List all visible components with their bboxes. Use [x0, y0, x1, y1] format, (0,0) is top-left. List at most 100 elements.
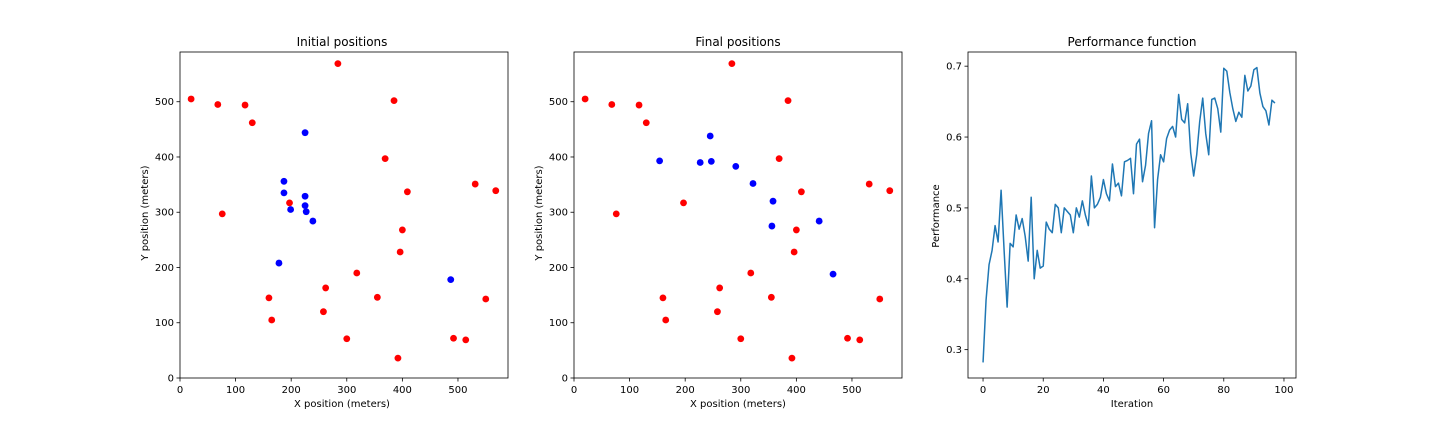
y-tick-label: 0.6 — [946, 133, 962, 144]
data-point — [343, 335, 351, 343]
data-point — [662, 316, 670, 324]
data-point — [187, 95, 195, 103]
x-tick-label: 0 — [980, 385, 986, 396]
data-point — [286, 199, 293, 207]
data-point — [462, 336, 470, 344]
data-point — [398, 226, 406, 234]
data-point — [302, 208, 310, 216]
plot-frame — [179, 51, 509, 379]
x-tick-label: 100 — [1274, 385, 1293, 396]
chart-title: Performance function — [1068, 35, 1197, 49]
data-point — [287, 206, 295, 213]
data-point — [642, 119, 650, 127]
data-point — [714, 308, 721, 316]
chart-title: Final positions — [695, 35, 780, 49]
data-point — [581, 95, 589, 103]
data-point — [728, 60, 736, 68]
plot-frame — [967, 51, 1297, 379]
y-tick-label: 500 — [549, 97, 568, 108]
data-point — [396, 248, 404, 256]
y-tick-label: 300 — [155, 208, 174, 219]
performance-function-panel: Performance function Iteration Performan… — [931, 35, 1297, 410]
data-point — [707, 158, 715, 165]
data-point — [403, 188, 411, 196]
data-point — [749, 180, 757, 187]
data-point — [856, 336, 864, 344]
data-point — [815, 217, 823, 225]
data-point — [301, 129, 309, 137]
data-point — [790, 248, 798, 256]
data-point — [656, 157, 664, 165]
data-point — [320, 308, 327, 316]
data-point — [381, 155, 389, 163]
y-tick-label: 400 — [549, 152, 568, 163]
data-point — [280, 177, 288, 185]
data-point — [373, 293, 381, 301]
data-point — [792, 226, 800, 234]
y-tick-label: 400 — [155, 152, 174, 163]
y-tick-label: 0.4 — [946, 274, 962, 285]
y-tick-label: 0 — [562, 374, 568, 385]
data-point — [280, 189, 288, 197]
data-point — [876, 295, 884, 303]
x-tick-label: 20 — [1037, 385, 1050, 396]
data-point — [334, 60, 342, 68]
data-point — [732, 162, 740, 170]
x-tick-label: 40 — [1097, 385, 1110, 396]
data-point — [775, 155, 783, 163]
y-tick-label: 200 — [549, 263, 568, 274]
x-tick-label: 500 — [842, 385, 861, 396]
data-point — [301, 192, 309, 200]
x-tick-label: 0 — [177, 385, 183, 396]
y-tick-label: 500 — [155, 97, 174, 108]
data-point — [471, 180, 479, 188]
y-tick-label: 0 — [168, 374, 174, 385]
y-tick-label: 0.3 — [946, 345, 962, 356]
x-tick-label: 500 — [448, 385, 467, 396]
data-point — [696, 159, 704, 166]
data-point — [769, 197, 777, 205]
series-line — [982, 66, 1276, 363]
data-point — [635, 101, 643, 109]
x-tick-label: 400 — [787, 385, 806, 396]
x-tick-label: 60 — [1157, 385, 1170, 396]
data-point — [886, 187, 894, 195]
data-point — [844, 334, 851, 342]
data-point — [248, 119, 256, 127]
data-point — [767, 293, 775, 301]
y-axis-label: Y position (meters) — [140, 165, 151, 261]
data-point — [784, 97, 792, 105]
data-point — [768, 222, 776, 230]
initial-positions-panel: Initial positions X position (meters) Y … — [140, 35, 509, 410]
data-point — [716, 284, 724, 292]
data-point — [301, 202, 309, 210]
data-point — [394, 354, 402, 362]
data-point — [450, 334, 457, 342]
plot-frame — [573, 51, 903, 379]
data-point — [706, 132, 714, 140]
x-tick-label: 200 — [282, 385, 301, 396]
x-tick-label: 100 — [226, 385, 245, 396]
x-tick-label: 300 — [337, 385, 356, 396]
data-point — [612, 210, 620, 218]
y-tick-label: 100 — [549, 318, 568, 329]
x-axis-label: Iteration — [1111, 399, 1153, 410]
data-point — [390, 97, 398, 105]
y-tick-label: 200 — [155, 263, 174, 274]
data-point — [268, 316, 276, 324]
data-point — [447, 276, 455, 284]
final-positions-panel: Final positions X position (meters) Y po… — [534, 35, 903, 410]
x-tick-label: 0 — [571, 385, 577, 396]
data-point — [265, 294, 273, 302]
x-axis-label: X position (meters) — [690, 399, 786, 410]
data-point — [608, 101, 616, 108]
data-point — [241, 101, 249, 109]
x-tick-label: 300 — [731, 385, 750, 396]
data-point — [680, 199, 687, 207]
x-tick-label: 400 — [393, 385, 412, 396]
x-tick-label: 200 — [676, 385, 695, 396]
y-axis-label: Performance — [931, 184, 942, 247]
data-point — [747, 269, 755, 277]
data-point — [797, 188, 805, 196]
